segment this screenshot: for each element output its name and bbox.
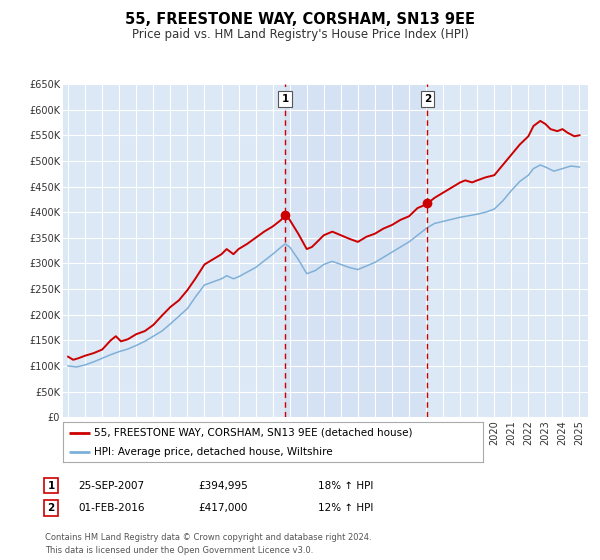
Text: 1: 1 (47, 480, 55, 491)
Text: HPI: Average price, detached house, Wiltshire: HPI: Average price, detached house, Wilt… (95, 447, 333, 457)
Text: This data is licensed under the Open Government Licence v3.0.: This data is licensed under the Open Gov… (45, 546, 313, 555)
Bar (285, 84, 427, 417)
Text: £394,995: £394,995 (198, 480, 248, 491)
Text: Contains HM Land Registry data © Crown copyright and database right 2024.: Contains HM Land Registry data © Crown c… (45, 533, 371, 542)
Text: 12% ↑ HPI: 12% ↑ HPI (318, 503, 373, 513)
Text: 55, FREESTONE WAY, CORSHAM, SN13 9EE: 55, FREESTONE WAY, CORSHAM, SN13 9EE (125, 12, 475, 27)
Text: 01-FEB-2016: 01-FEB-2016 (78, 503, 145, 513)
Text: 1: 1 (281, 94, 289, 104)
Text: £417,000: £417,000 (198, 503, 247, 513)
Text: Price paid vs. HM Land Registry's House Price Index (HPI): Price paid vs. HM Land Registry's House … (131, 28, 469, 41)
Text: 2: 2 (47, 503, 55, 513)
Text: 25-SEP-2007: 25-SEP-2007 (78, 480, 144, 491)
Text: 18% ↑ HPI: 18% ↑ HPI (318, 480, 373, 491)
Text: 2: 2 (424, 94, 431, 104)
Text: 55, FREESTONE WAY, CORSHAM, SN13 9EE (detached house): 55, FREESTONE WAY, CORSHAM, SN13 9EE (de… (95, 428, 413, 438)
